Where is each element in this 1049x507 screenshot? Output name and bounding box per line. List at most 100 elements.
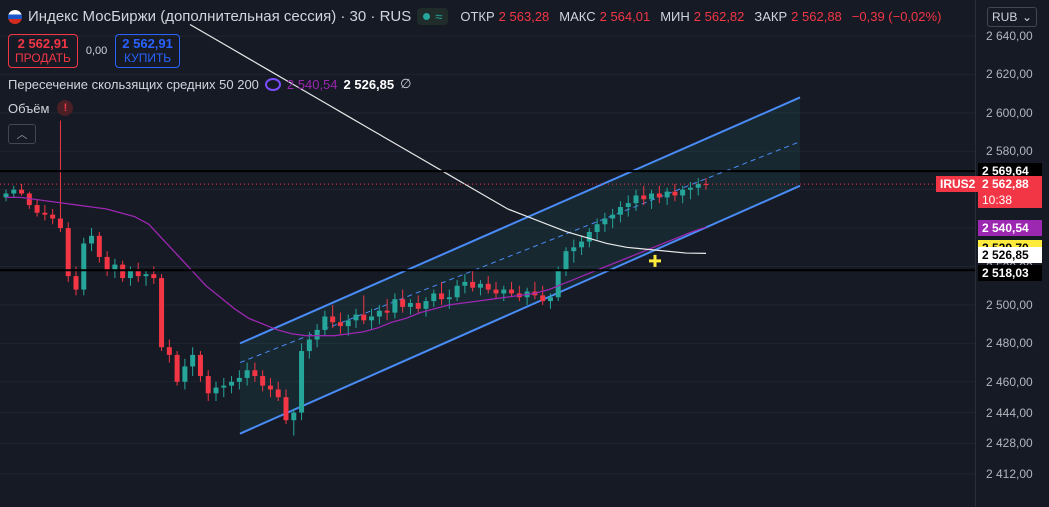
candle-body	[151, 274, 157, 279]
axis-tick-label: 2 500,00	[986, 297, 1033, 312]
candle-body	[641, 195, 647, 200]
buy-price: 2 562,91	[122, 36, 173, 51]
candle-body	[345, 320, 351, 327]
candle	[135, 262, 141, 282]
volume-legend[interactable]: Объём !	[8, 100, 74, 116]
candle	[42, 205, 48, 221]
candle-body	[649, 193, 655, 200]
candle	[477, 279, 483, 296]
sell-button[interactable]: 2 562,91 ПРОДАТЬ	[8, 34, 78, 68]
symbol-tag: IRUS2	[936, 176, 980, 193]
candle	[439, 281, 445, 305]
candle	[602, 212, 608, 232]
candle-body	[330, 316, 336, 323]
currency-label: RUB	[992, 10, 1018, 24]
candle	[353, 308, 359, 328]
candle-body	[384, 310, 390, 313]
candle-body	[291, 412, 297, 421]
ma50-line	[6, 196, 707, 337]
candle	[190, 347, 196, 377]
candle	[166, 339, 172, 363]
russia-flag-icon	[8, 9, 22, 24]
buy-label: КУПИТЬ	[123, 51, 172, 65]
axis-tick-label: 2 428,00	[986, 436, 1033, 451]
candle-body	[11, 189, 17, 194]
candle-body	[369, 316, 375, 321]
channel-fill	[240, 97, 800, 434]
candle-body	[392, 299, 398, 313]
horizontal-lines	[0, 170, 976, 272]
candle	[625, 195, 631, 217]
trade-buttons: 2 562,91 ПРОДАТЬ 0,00 2 562,91 КУПИТЬ	[8, 34, 180, 68]
ohlc-high-label: МАКС	[559, 9, 596, 24]
candle-body	[571, 247, 577, 252]
channel-lower-line	[239, 184, 801, 435]
candle	[182, 358, 188, 390]
indicator-legend[interactable]: Пересечение скользящих средних 50 200 2 …	[8, 76, 411, 92]
ohlc-close-label: ЗАКР	[754, 9, 788, 24]
candle-body	[687, 187, 693, 190]
axis-tick-label: 2 640,00	[986, 29, 1033, 43]
candle	[330, 304, 336, 328]
candle-body	[563, 251, 569, 271]
candle	[267, 377, 273, 398]
candle-body	[493, 289, 499, 294]
candle	[151, 266, 157, 284]
sell-price: 2 562,91	[17, 36, 69, 51]
candle	[594, 218, 600, 240]
chevron-up-icon: ︿	[16, 129, 28, 141]
candle	[672, 183, 678, 202]
candle-body	[680, 189, 686, 196]
candle-body	[283, 397, 289, 421]
collapse-legend-button[interactable]: ︿	[8, 124, 36, 144]
candle-body	[96, 235, 102, 257]
candle	[50, 208, 56, 225]
candle-body	[50, 214, 56, 219]
price-tag-hline-top: 2 569,64	[978, 163, 1042, 180]
candle	[174, 351, 180, 386]
symbol-title[interactable]: Индекс МосБиржи (дополнительная сессия) …	[28, 8, 412, 25]
ohlc-high-value: 2 564,01	[599, 9, 651, 24]
candle	[462, 274, 468, 294]
candle-body	[267, 385, 273, 390]
candle-body	[221, 385, 227, 388]
eye-icon[interactable]	[264, 77, 281, 91]
indicator-name[interactable]: Пересечение скользящих средних 50 200	[8, 76, 259, 92]
candle-body	[400, 299, 406, 307]
price-tag-ma200: 2 526,85	[978, 247, 1042, 264]
candle	[11, 185, 17, 198]
candle	[703, 178, 709, 190]
price-chart[interactable]	[0, 0, 976, 507]
candle-body	[485, 283, 491, 290]
regression-channel	[239, 96, 801, 435]
price-tag-last: 2 562,88 10:38	[978, 176, 1042, 209]
candle-body	[610, 214, 616, 219]
candle	[112, 258, 118, 279]
volume-label[interactable]: Объём	[8, 100, 50, 116]
candle-body	[252, 370, 258, 377]
candle	[610, 208, 616, 229]
axis-tick-label: 2 620,00	[986, 67, 1033, 82]
candle-body	[34, 205, 40, 213]
candle	[376, 304, 382, 325]
candle-body	[229, 381, 235, 386]
market-status-pill[interactable]: ≈	[417, 8, 449, 25]
candle	[470, 270, 476, 292]
candle-body	[42, 212, 48, 215]
buy-button[interactable]: 2 562,91 КУПИТЬ	[115, 34, 180, 68]
candle	[65, 222, 71, 282]
candle-body	[361, 314, 367, 321]
currency-select[interactable]: RUB ⌄	[987, 7, 1037, 27]
candle	[322, 310, 328, 336]
candle-body	[470, 281, 476, 288]
candle	[89, 228, 95, 252]
channel-upper-line	[239, 96, 801, 345]
candle-body	[477, 283, 483, 288]
candle	[501, 285, 507, 302]
price-axis[interactable]: RUB ⌄ 2 640,00 2 620,00 2 600,00 2 580,00 2 …	[936, 0, 1049, 507]
candle	[96, 231, 102, 263]
candle-body	[65, 228, 71, 277]
candle-body	[299, 351, 305, 413]
candle	[400, 289, 406, 313]
warning-icon[interactable]: !	[57, 100, 74, 116]
